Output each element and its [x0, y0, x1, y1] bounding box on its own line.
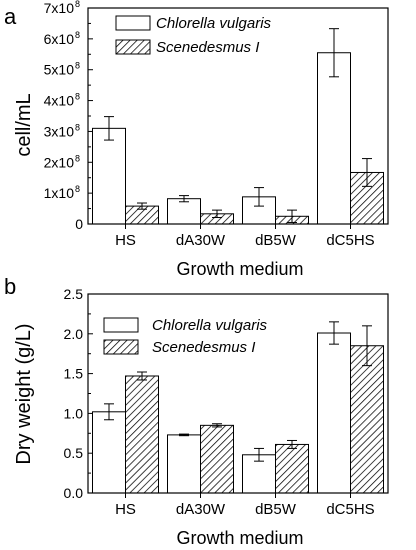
- legend-label-scenedesmus: Scenedesmus I: [152, 339, 255, 356]
- panel-label: b: [4, 274, 16, 299]
- bar: [92, 127, 126, 225]
- x-tick-label: dA30W: [176, 501, 226, 518]
- x-tick-label: dB5W: [255, 501, 297, 518]
- x-tick-label: dB5W: [255, 232, 297, 249]
- y-tick-exponent: 8: [75, 184, 80, 194]
- bar: [317, 332, 351, 494]
- bar: [317, 52, 351, 225]
- y-tick-label: 2.5: [64, 286, 84, 302]
- y-tick-label: 1.5: [64, 366, 84, 382]
- legend-swatch-scenedesmus: [103, 339, 139, 355]
- legend-swatch-chlorella: [115, 15, 151, 31]
- y-axis-label: Dry weight (g/L): [13, 323, 35, 464]
- legend-label-chlorella: Chlorella vulgaris: [152, 317, 268, 334]
- legend-label-chlorella: Chlorella vulgaris: [156, 15, 272, 32]
- y-tick-exponent: 8: [75, 30, 80, 40]
- chart-legend: Chlorella vulgaris Scenedesmus I: [103, 317, 268, 356]
- x-tick-label: HS: [115, 501, 136, 518]
- x-tick-label: dC5HS: [326, 232, 374, 249]
- y-tick-label: 1.0: [64, 405, 84, 421]
- bar: [167, 198, 201, 225]
- bar: [92, 411, 126, 494]
- bar: [125, 375, 159, 494]
- y-tick-exponent: 8: [75, 122, 80, 132]
- x-tick-label: dC5HS: [326, 501, 374, 518]
- x-axis-label: Growth medium: [176, 259, 303, 279]
- plot-area-b: 0.0 0.5 1.0 1.5 2.0 2.5 HS dA30W dB5W dC5HS: [64, 286, 389, 518]
- legend-label-scenedesmus: Scenedesmus I: [156, 39, 259, 56]
- y-tick-label: 0.0: [64, 485, 84, 501]
- y-tick-exponent: 8: [75, 0, 80, 9]
- y-tick-label: 0: [75, 216, 83, 232]
- y-tick-label: 3x10: [44, 123, 75, 139]
- y-tick-label: 6x10: [44, 31, 75, 47]
- legend-swatch-scenedesmus: [115, 39, 151, 55]
- y-axis-label: cell/mL: [13, 93, 35, 156]
- y-tick-exponent: 8: [75, 61, 80, 71]
- chart-panel-b: b Dry weight (g/L) Growth medium Chlorel…: [4, 274, 389, 548]
- y-tick-label: 0.5: [64, 445, 84, 461]
- y-tick-exponent: 8: [75, 153, 80, 163]
- x-axis-label: Growth medium: [176, 528, 303, 548]
- bar: [167, 434, 201, 494]
- chart-panel-a: a cell/mL Growth medium Chlorella vulgar…: [4, 0, 389, 279]
- y-tick-label: 5x10: [44, 62, 75, 78]
- panel-label: a: [4, 4, 17, 29]
- y-tick-label: 1x10: [44, 185, 75, 201]
- y-tick-label: 7x10: [44, 0, 75, 16]
- x-tick-label: HS: [115, 232, 136, 249]
- x-tick-label: dA30W: [176, 232, 226, 249]
- y-tick-label: 4x10: [44, 93, 75, 109]
- y-tick-label: 2x10: [44, 154, 75, 170]
- chart-legend: Chlorella vulgaris Scenedesmus I: [115, 15, 272, 56]
- bar: [200, 424, 234, 494]
- y-tick-exponent: 8: [75, 92, 80, 102]
- bar: [275, 443, 309, 494]
- legend-swatch-chlorella: [103, 317, 139, 333]
- y-tick-label: 2.0: [64, 326, 84, 342]
- bar: [350, 345, 384, 494]
